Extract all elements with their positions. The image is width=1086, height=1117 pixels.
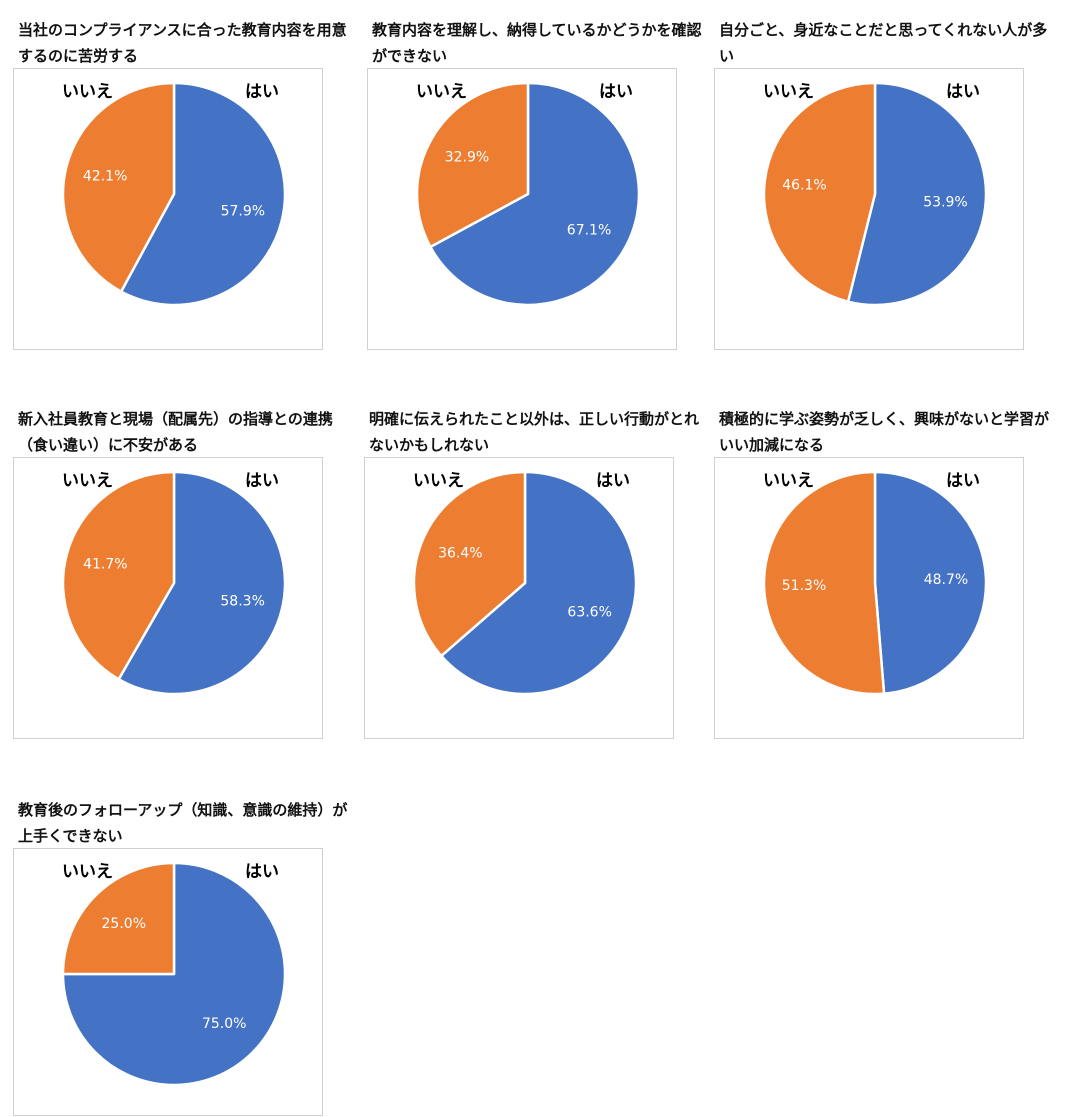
- pie-slice-no: [415, 81, 530, 249]
- legend-label-no: いいえ: [763, 471, 814, 491]
- legend-label-yes: はい: [599, 82, 633, 102]
- pie-chart-panel-7: 教育後のフォローアップ（知識、意識の維持）が上手くできない 75.0% 25.0%…: [13, 797, 353, 1116]
- pie-chart-panel-4: 新入社員教育と現場（配属先）の指導との連携（食い違い）に不安がある 58.3% 4…: [13, 406, 353, 746]
- chart-title: 教育後のフォローアップ（知識、意識の維持）が上手くできない: [18, 801, 348, 845]
- pie-svg: 58.3% 41.7%: [61, 470, 287, 696]
- data-label-no: 42.1%: [83, 169, 127, 185]
- data-label-yes: 48.7%: [924, 572, 968, 588]
- legend-label-yes: はい: [245, 862, 279, 882]
- pie-chart-panel-2: 教育内容を理解し、納得しているかどうかを確認ができない 67.1% 32.9% い…: [367, 17, 707, 357]
- pie-chart-panel-3: 自分ごと、身近なことだと思ってくれない人が多い 53.9% 46.1% いいえ は…: [714, 17, 1054, 357]
- pie-svg: 57.9% 42.1%: [61, 81, 287, 307]
- pie-chart-panel-1: 当社のコンプライアンスに合った教育内容を用意するのに苦労する 57.9% 42.1…: [13, 17, 353, 357]
- chart-frame: 48.7% 51.3% いいえ はい: [714, 457, 1024, 739]
- pie-svg: 48.7% 51.3%: [762, 470, 988, 696]
- legend-label-no: いいえ: [62, 471, 113, 491]
- pie-slice-yes: [440, 470, 638, 696]
- pie-svg: 75.0% 25.0%: [61, 861, 287, 1087]
- legend-label-no: いいえ: [62, 862, 113, 882]
- legend-label-no: いいえ: [763, 82, 814, 102]
- data-label-no: 51.3%: [782, 578, 826, 594]
- pie-slice-no: [412, 470, 527, 658]
- legend-label-yes: はい: [245, 82, 279, 102]
- pie-svg: 67.1% 32.9%: [415, 81, 641, 307]
- data-label-yes: 67.1%: [567, 222, 611, 238]
- pie-chart-panel-6: 積極的に学ぶ姿勢が乏しく、興味がないと学習がいい加減になる 48.7% 51.3%…: [714, 406, 1054, 746]
- pie-slice-yes: [119, 81, 287, 307]
- data-label-yes: 63.6%: [567, 604, 611, 620]
- pie-slice-yes: [117, 470, 287, 696]
- pie-slice-yes: [873, 470, 988, 695]
- legend-label-yes: はい: [946, 82, 980, 102]
- chart-title: 自分ごと、身近なことだと思ってくれない人が多い: [719, 21, 1048, 65]
- chart-title: 明確に伝えられたこと以外は、正しい行動がとれないかもしれない: [369, 410, 700, 454]
- chart-title: 積極的に学ぶ姿勢が乏しく、興味がないと学習がいい加減になる: [719, 410, 1050, 454]
- chart-frame: 67.1% 32.9% いいえ はい: [367, 68, 677, 350]
- pie-slice-no: [61, 861, 176, 976]
- pie-slice-yes: [846, 81, 988, 307]
- chart-frame: 75.0% 25.0% いいえ はい: [13, 848, 323, 1116]
- chart-title: 教育内容を理解し、納得しているかどうかを確認ができない: [372, 21, 702, 65]
- data-label-no: 41.7%: [83, 557, 127, 573]
- data-label-yes: 58.3%: [220, 593, 264, 609]
- legend-label-no: いいえ: [62, 82, 113, 102]
- data-label-yes: 53.9%: [923, 195, 967, 211]
- pie-svg: 63.6% 36.4%: [412, 470, 638, 696]
- data-label-no: 25.0%: [102, 916, 146, 932]
- chart-frame: 53.9% 46.1% いいえ はい: [714, 68, 1024, 350]
- pie-slice-yes: [429, 81, 641, 307]
- legend-label-no: いいえ: [413, 471, 464, 491]
- pie-svg: 53.9% 46.1%: [762, 81, 988, 307]
- pie-chart-panel-5: 明確に伝えられたこと以外は、正しい行動がとれないかもしれない 63.6% 36.4…: [364, 406, 704, 746]
- legend-label-yes: はい: [245, 471, 279, 491]
- data-label-no: 36.4%: [438, 546, 482, 562]
- data-label-yes: 57.9%: [221, 203, 265, 219]
- pie-slice-no: [762, 470, 886, 696]
- chart-title: 当社のコンプライアンスに合った教育内容を用意するのに苦労する: [18, 21, 347, 65]
- legend-label-yes: はい: [596, 471, 630, 491]
- pie-slice-no: [61, 470, 176, 681]
- chart-frame: 58.3% 41.7% いいえ はい: [13, 457, 323, 739]
- data-label-no: 32.9%: [445, 150, 489, 166]
- pie-slice-no: [61, 81, 176, 293]
- pie-slice-no: [762, 81, 877, 303]
- legend-label-yes: はい: [946, 471, 980, 491]
- legend-label-no: いいえ: [416, 82, 467, 102]
- data-label-no: 46.1%: [782, 177, 826, 193]
- chart-title: 新入社員教育と現場（配属先）の指導との連携（食い違い）に不安がある: [18, 410, 333, 454]
- data-label-yes: 75.0%: [202, 1016, 246, 1032]
- chart-frame: 63.6% 36.4% いいえ はい: [364, 457, 674, 739]
- chart-frame: 57.9% 42.1% いいえ はい: [13, 68, 323, 350]
